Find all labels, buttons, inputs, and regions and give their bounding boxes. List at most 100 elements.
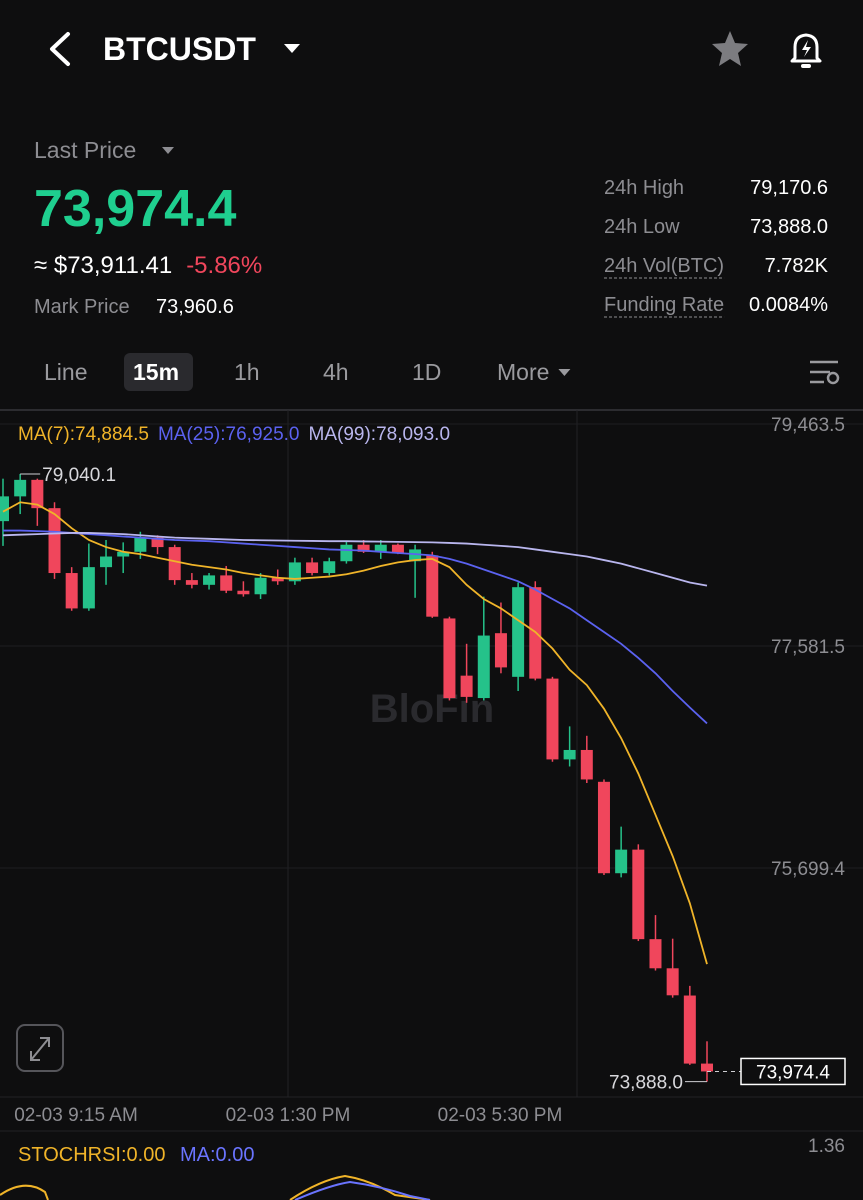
symbol-dropdown[interactable]	[284, 44, 300, 53]
y-tick-label: 77,581.5	[771, 637, 845, 658]
candle-body	[82, 567, 95, 609]
low-label: 73,888.0	[609, 1073, 683, 1094]
candle-body	[134, 537, 147, 552]
active-tab-bg	[124, 353, 193, 391]
stat-value: 73,888.0	[750, 216, 828, 238]
candle-body	[254, 577, 267, 595]
mark-price: 73,960.6	[156, 296, 234, 318]
fullscreen-icon	[30, 1037, 50, 1061]
x-tick-label: 02-03 1:30 PM	[226, 1105, 351, 1126]
watermark: BloFin	[370, 687, 494, 731]
y-tick-label: 75,699.4	[771, 859, 845, 880]
y-tick-label: 79,463.5	[771, 415, 845, 436]
legend-entry: MA(99):78,093.0	[309, 424, 451, 445]
alert-bell[interactable]	[790, 33, 822, 68]
candle-body	[649, 939, 662, 969]
tab[interactable]: 4h	[323, 359, 349, 385]
candle-body	[563, 749, 576, 760]
fullscreen-frame	[16, 1024, 64, 1072]
candle-body	[666, 968, 679, 996]
stats: 24h High 79,170.6 24h Low 73,888.0 24h Vol(B…	[604, 177, 829, 318]
chart-settings[interactable]	[810, 360, 840, 385]
candle-body	[580, 749, 593, 780]
candle-body	[597, 781, 610, 874]
bell-outline	[790, 33, 822, 63]
candle-body	[65, 573, 78, 609]
usd-price: ≈ $73,911.41	[34, 252, 172, 279]
candle-body	[477, 635, 490, 699]
indicator-ma: MA:0.00	[180, 1144, 254, 1166]
tab-dropdown[interactable]	[558, 369, 571, 376]
candle-body	[426, 555, 439, 617]
candle-body	[615, 849, 628, 874]
tab[interactable]: Line	[44, 359, 87, 385]
candle-body	[14, 479, 27, 497]
stoch-ma-line	[294, 1180, 431, 1200]
tab[interactable]: More	[497, 359, 549, 385]
last-price: 73,974.4	[34, 180, 236, 238]
stat-value: 7.782K	[765, 255, 829, 277]
candle-body	[443, 618, 456, 699]
candle-body	[306, 562, 319, 574]
stoch-line	[0, 1184, 49, 1200]
indicator-scale: 1.36	[808, 1136, 845, 1157]
candle-body	[494, 633, 507, 668]
symbol[interactable]: BTCUSDT	[103, 31, 256, 67]
candle-body	[460, 675, 473, 697]
back-button[interactable]	[50, 32, 70, 66]
ma-line	[2, 532, 708, 587]
candle-body	[220, 575, 233, 591]
candle-body	[168, 547, 181, 581]
bell-bolt	[802, 40, 811, 57]
tab[interactable]: 1h	[234, 359, 260, 385]
candlestick-chart: 79,463.5 77,581.5 75,699.4 02-03 9:15 AM 02-…	[0, 415, 863, 1126]
candle-body	[546, 678, 559, 760]
stat-value: 79,170.6	[750, 177, 828, 199]
candle-body	[151, 537, 164, 548]
stat-label: 24h Low	[604, 216, 680, 238]
candle-body	[701, 1063, 713, 1072]
candle-body	[117, 551, 130, 557]
tab[interactable]: 15m	[133, 359, 179, 385]
candle-body	[409, 549, 422, 562]
ma-line	[2, 501, 708, 965]
candle-body	[100, 556, 113, 568]
stat-label: 24h High	[604, 177, 684, 199]
indicator-name: STOCHRSI:0.00	[18, 1144, 165, 1166]
last-price-tag: 73,974.4	[756, 1062, 830, 1083]
last-price-label: Last Price	[34, 137, 136, 163]
candle-body	[357, 544, 370, 552]
stat-value: 0.0084%	[749, 294, 828, 316]
x-tick-label: 02-03 5:30 PM	[438, 1105, 563, 1126]
candle-body	[323, 561, 336, 574]
candle-body	[185, 580, 198, 585]
candle-body	[683, 995, 696, 1064]
candle-body	[340, 544, 353, 562]
legend-entry: MA(7):74,884.5	[18, 424, 149, 445]
interval-tabs: Line 15m 1h 4h 1D More	[44, 353, 571, 391]
candle-body	[237, 590, 250, 595]
price-change: -5.86%	[186, 252, 262, 279]
candle-body	[632, 849, 645, 940]
last-price-dropdown[interactable]	[162, 147, 174, 154]
candle-body	[374, 544, 387, 552]
stat-label[interactable]: 24h Vol(BTC)	[604, 255, 724, 277]
stat-label[interactable]: Funding Rate	[604, 294, 724, 316]
candle-body	[203, 575, 216, 585]
favorite-star[interactable]	[712, 31, 748, 66]
tab[interactable]: 1D	[412, 359, 441, 385]
candle-body	[0, 496, 9, 522]
fullscreen-button[interactable]	[16, 1024, 64, 1072]
candle-body	[271, 577, 284, 582]
candle-body	[31, 479, 44, 509]
high-label: 79,040.1	[42, 465, 116, 486]
candle-body	[391, 544, 404, 553]
legend-entry: MA(25):76,925.0	[158, 424, 300, 445]
mark-price-label: Mark Price	[34, 296, 130, 318]
settings-gear	[826, 371, 840, 385]
bell-clapper	[801, 64, 811, 68]
ma-line	[3, 529, 708, 725]
candle-body	[48, 508, 61, 574]
x-tick-label: 02-03 9:15 AM	[14, 1105, 138, 1126]
